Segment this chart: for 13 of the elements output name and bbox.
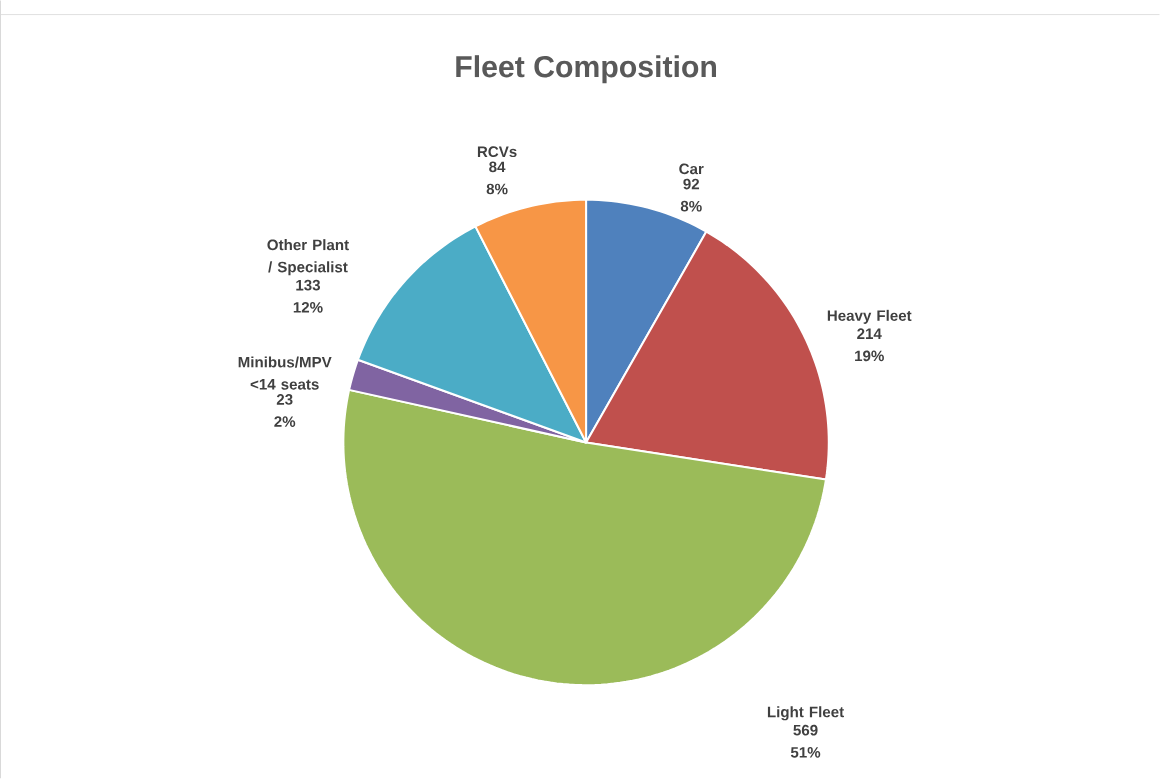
slice-label: Other Plant / Specialist xyxy=(267,239,349,276)
slice-label: Minibus/MPV <14 seats xyxy=(238,356,332,390)
slice-label: Heavy Fleet xyxy=(827,309,912,325)
data-label: 23 2% xyxy=(274,394,296,428)
data-label: 569 51% xyxy=(790,724,821,758)
data-label: 133 12% xyxy=(293,279,323,313)
slice-label: Car xyxy=(679,163,704,175)
data-label: 84 8% xyxy=(486,161,508,195)
data-label: 92 8% xyxy=(680,178,702,212)
slice-label: RCVs xyxy=(477,146,517,158)
chart-title: Fleet Composition xyxy=(456,55,717,84)
data-label: 214 19% xyxy=(855,328,884,362)
slice-label: Light Fleet xyxy=(767,706,844,721)
